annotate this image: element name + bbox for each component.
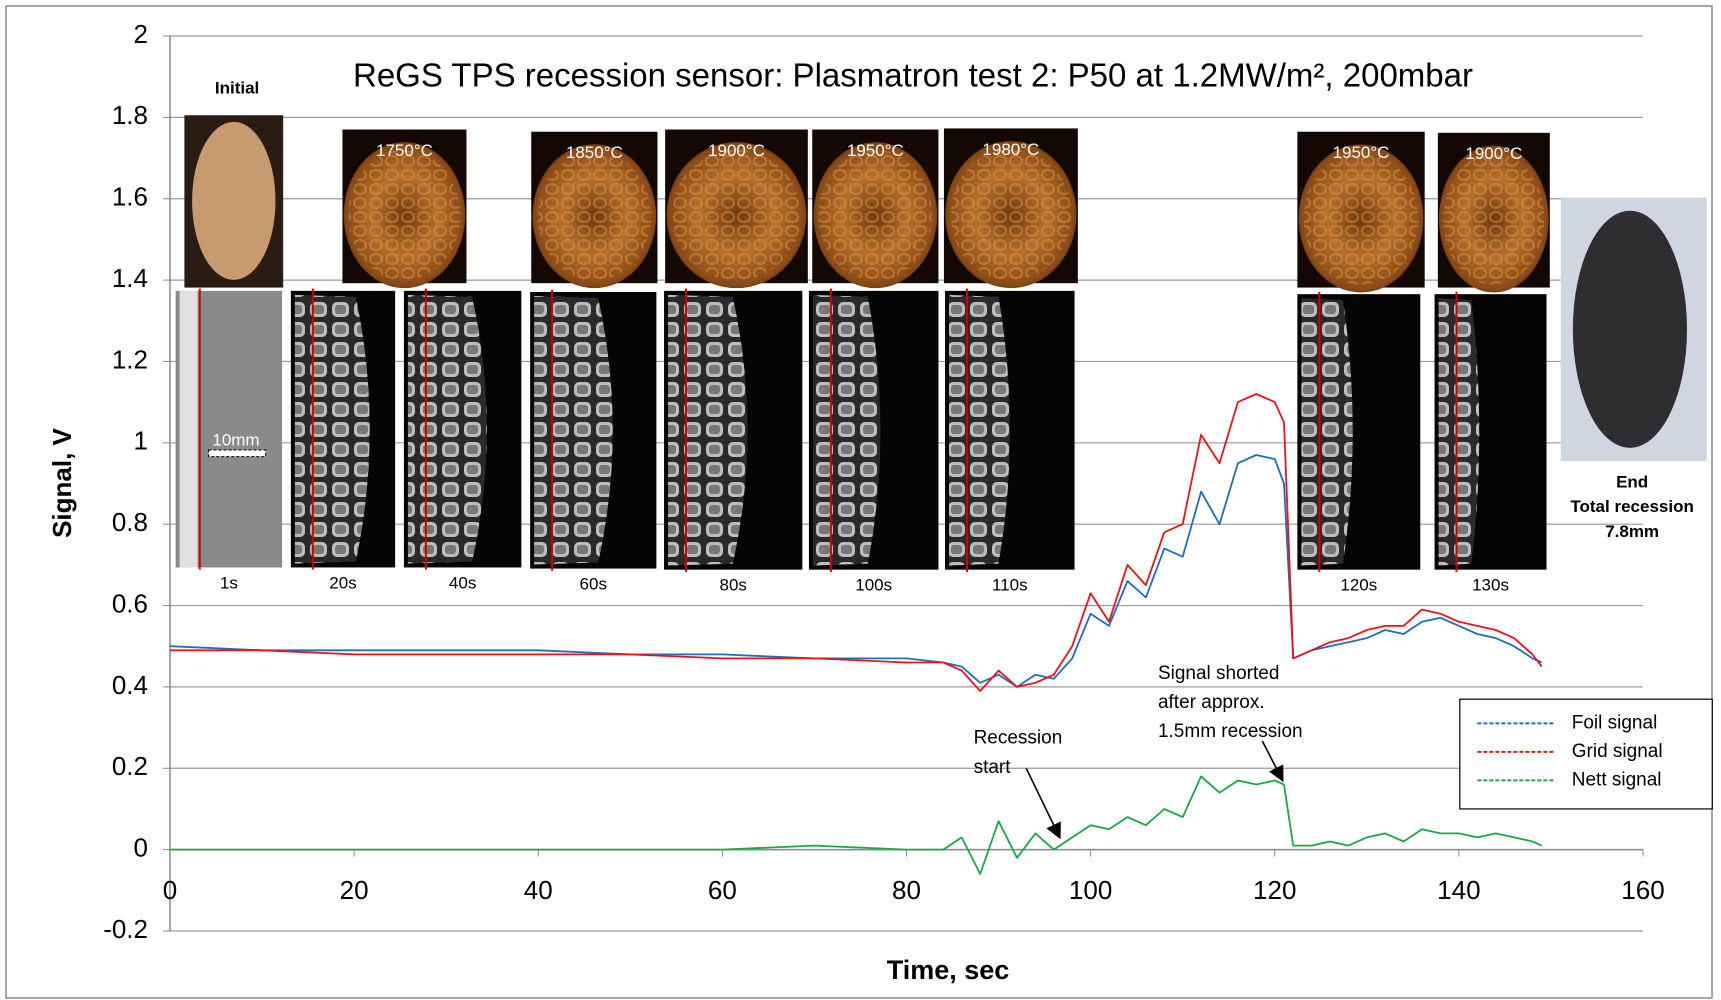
chart-title: ReGS TPS recession sensor: Plasmatron te… bbox=[353, 57, 1473, 94]
thermal-texture bbox=[818, 149, 933, 281]
time-label: 40s bbox=[449, 573, 476, 592]
legend-label: Foil signal bbox=[1572, 712, 1658, 733]
temperature-label: 1950°C bbox=[1333, 143, 1390, 162]
scale-bar bbox=[208, 449, 267, 458]
thermal-texture bbox=[950, 148, 1072, 281]
legend-label: Grid signal bbox=[1572, 741, 1663, 762]
thermal-texture bbox=[348, 149, 461, 281]
x-tick-label: 20 bbox=[340, 875, 369, 905]
profile-shape bbox=[1438, 298, 1480, 566]
y-tick-label: 0 bbox=[134, 833, 148, 863]
temperature-label: 1750°C bbox=[376, 141, 433, 160]
x-tick-label: 120 bbox=[1253, 875, 1296, 905]
initial-label: Initial bbox=[215, 78, 259, 97]
time-label: 80s bbox=[719, 576, 746, 595]
annotation: Signal shorted bbox=[1158, 663, 1279, 684]
end-sample bbox=[1572, 210, 1688, 448]
annotation: after approx. bbox=[1158, 692, 1265, 713]
y-tick-label: 0.8 bbox=[112, 507, 148, 537]
annotation: Recession bbox=[974, 728, 1063, 749]
x-tick-label: 0 bbox=[163, 875, 177, 905]
y-tick-label: 1.6 bbox=[112, 182, 148, 212]
thermal-texture bbox=[537, 151, 652, 281]
profile-shape bbox=[949, 294, 1010, 566]
temperature-label: 1850°C bbox=[566, 143, 623, 162]
y-tick-label: -0.2 bbox=[103, 914, 148, 944]
sample-disk bbox=[192, 121, 276, 280]
y-tick-label: 0.4 bbox=[112, 670, 148, 700]
plot: Recession start Signal shorted after approx… bbox=[169, 393, 1713, 875]
series-line bbox=[170, 775, 1543, 875]
time-label: 100s bbox=[855, 576, 892, 595]
time-label: 20s bbox=[329, 573, 356, 592]
time-label: 1s bbox=[220, 573, 238, 592]
legend-box bbox=[1459, 698, 1713, 810]
x-axis-title: Time, sec bbox=[887, 955, 1010, 985]
x-tick-label: 160 bbox=[1621, 875, 1664, 905]
y-tick-label: 1.4 bbox=[112, 263, 148, 293]
y-tick-label: 1 bbox=[134, 426, 148, 456]
temperature-label: 1950°C bbox=[847, 141, 904, 160]
time-label: 110s bbox=[992, 576, 1028, 595]
end-label: End bbox=[1616, 472, 1648, 491]
y-tick-label: 0.2 bbox=[112, 751, 148, 781]
y-tick-label: 0.6 bbox=[112, 588, 148, 618]
profile-shape bbox=[294, 294, 370, 564]
annotation: 1.5mm recession bbox=[1158, 721, 1303, 742]
y-tick-label: 2 bbox=[134, 19, 148, 49]
x-tick-label: 140 bbox=[1437, 875, 1480, 905]
profile-shape bbox=[534, 295, 613, 565]
temperature-label: 1980°C bbox=[982, 140, 1039, 159]
thermal-texture bbox=[1303, 152, 1419, 285]
temperature-label: 1900°C bbox=[708, 141, 765, 160]
profile-shape bbox=[668, 294, 748, 566]
series-line bbox=[170, 393, 1543, 692]
time-label: 130s bbox=[1472, 576, 1509, 595]
profile-shape bbox=[812, 294, 881, 566]
x-tick-label: 100 bbox=[1069, 875, 1112, 905]
annotation-arrow bbox=[1261, 740, 1284, 783]
profile-edge bbox=[179, 290, 198, 568]
x-tick-label: 60 bbox=[708, 875, 737, 905]
x-tick-label: 40 bbox=[524, 875, 553, 905]
scale-label: 10mm bbox=[212, 431, 259, 450]
thermal-texture bbox=[672, 149, 801, 281]
photos: Initial 1750°C 1850°C 1900°C 1950°C 1980°C 195… bbox=[175, 78, 1707, 595]
annotation: start bbox=[974, 757, 1012, 778]
y-tick-label: 1.8 bbox=[112, 100, 148, 130]
thermal-texture bbox=[1443, 153, 1545, 285]
profile-shape bbox=[407, 294, 487, 564]
annotation-arrow bbox=[1025, 767, 1061, 840]
end-label: 7.8mm bbox=[1605, 522, 1659, 541]
y-tick-label: 1.2 bbox=[112, 344, 148, 374]
x-tick-label: 80 bbox=[892, 875, 921, 905]
end-label: Total recession bbox=[1570, 497, 1693, 516]
profile-shape bbox=[1301, 298, 1353, 566]
time-label: 60s bbox=[580, 575, 607, 594]
legend-label: Nett signal bbox=[1572, 769, 1662, 790]
temperature-label: 1900°C bbox=[1465, 144, 1522, 163]
time-label: 120s bbox=[1340, 576, 1377, 595]
y-axis-title: Signal, V bbox=[47, 427, 77, 537]
